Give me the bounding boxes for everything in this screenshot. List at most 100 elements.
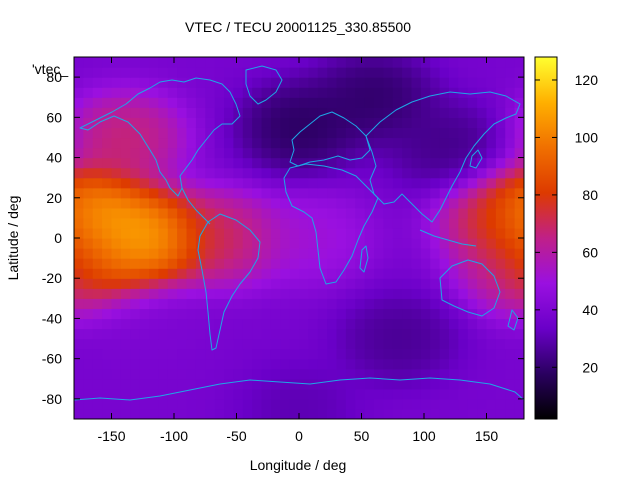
heatmap-cell [195, 187, 206, 199]
heatmap-cell [139, 87, 150, 98]
heatmap-cell [139, 77, 150, 88]
heatmap-cell [120, 87, 131, 98]
heatmap-cell [92, 57, 103, 68]
heatmap-cell [186, 227, 197, 239]
heatmap-cell [252, 117, 263, 128]
heatmap-cell [120, 238, 131, 249]
heatmap-cell [289, 197, 300, 209]
heatmap-cell [111, 388, 122, 400]
heatmap-cell [149, 217, 159, 229]
heatmap-cell [205, 248, 216, 259]
heatmap-cell [439, 197, 450, 209]
heatmap-cell [505, 398, 516, 410]
heatmap-cell [233, 298, 244, 309]
heatmap-cell [299, 77, 309, 88]
heatmap-cell [364, 57, 375, 68]
heatmap-cell [195, 238, 206, 249]
heatmap-cell [261, 147, 272, 159]
heatmap-cell [139, 338, 150, 350]
heatmap-cell [495, 197, 506, 209]
x-axis-label: Longitude / deg [250, 457, 347, 473]
heatmap-cell [420, 388, 431, 400]
heatmap-cell [149, 67, 159, 78]
heatmap-cell [477, 338, 488, 350]
heatmap-cell [495, 107, 506, 118]
heatmap-cell [167, 398, 178, 410]
heatmap-cell [449, 227, 459, 239]
heatmap-cell [224, 187, 234, 199]
heatmap-cell [364, 167, 375, 179]
heatmap-cell [195, 147, 206, 159]
heatmap-cell [430, 278, 441, 289]
heatmap-cell [317, 378, 328, 390]
heatmap-cell [477, 368, 488, 380]
heatmap-cell [467, 298, 478, 309]
heatmap-cell [111, 117, 122, 128]
heatmap-cell [242, 227, 253, 239]
heatmap-cell [102, 278, 113, 289]
colorbar-tick-label: 20 [582, 359, 598, 375]
heatmap-cell [411, 308, 422, 320]
heatmap-cell [327, 227, 338, 239]
heatmap-cell [252, 378, 263, 390]
heatmap-cell [420, 107, 431, 118]
heatmap-cell [167, 127, 178, 139]
heatmap-cell [195, 398, 206, 410]
heatmap-cell [214, 318, 225, 330]
heatmap-cell [374, 328, 384, 340]
heatmap-cell [120, 368, 131, 380]
heatmap-cell [327, 207, 338, 219]
heatmap-cell [92, 157, 103, 169]
heatmap-cell [242, 207, 253, 219]
heatmap-cell [374, 137, 384, 149]
heatmap-cell [317, 207, 328, 219]
heatmap-cell [139, 157, 150, 169]
heatmap-cell [383, 248, 394, 259]
heatmap-cell [158, 77, 169, 88]
heatmap-cell [374, 227, 384, 239]
heatmap-cell [374, 318, 384, 330]
heatmap-cell [167, 157, 178, 169]
heatmap-cell [280, 268, 291, 279]
heatmap-cell [102, 197, 113, 209]
heatmap-cell [477, 107, 488, 118]
heatmap-cell [242, 177, 253, 189]
chart-title: VTEC / TECU 20001125_330.85500 [185, 19, 411, 35]
heatmap-cell [308, 308, 319, 320]
heatmap-cell [402, 227, 413, 239]
heatmap-cell [74, 137, 84, 149]
heatmap-cell [458, 107, 469, 118]
heatmap-cell [214, 278, 225, 289]
heatmap-cell [467, 217, 478, 229]
heatmap-cell [505, 368, 516, 380]
heatmap-cell [430, 338, 441, 350]
heatmap-cell [486, 248, 497, 259]
heatmap-cell [83, 137, 94, 149]
heatmap-cell [308, 117, 319, 128]
heatmap-cell [420, 288, 431, 299]
heatmap-cell [195, 157, 206, 169]
heatmap-cell [92, 358, 103, 370]
heatmap-cell [130, 368, 141, 380]
heatmap-cell [149, 227, 159, 239]
heatmap-cell [420, 57, 431, 68]
heatmap-cell [289, 268, 300, 279]
heatmap-cell [280, 147, 291, 159]
heatmap-cell [186, 207, 197, 219]
heatmap-cell [420, 338, 431, 350]
heatmap-cell [374, 127, 384, 139]
heatmap-cell [205, 97, 216, 108]
heatmap-cell [261, 187, 272, 199]
heatmap-cell [495, 177, 506, 189]
heatmap-cell [186, 137, 197, 149]
heatmap-cell [467, 107, 478, 118]
heatmap-cell [411, 368, 422, 380]
heatmap-cell [83, 217, 94, 229]
heatmap-cell [83, 358, 94, 370]
heatmap-cell [233, 217, 244, 229]
heatmap-cell [439, 177, 450, 189]
heatmap-cell [420, 127, 431, 139]
y-tick-label: 40 [46, 150, 62, 166]
heatmap-cell [420, 368, 431, 380]
heatmap-cell [130, 57, 141, 68]
